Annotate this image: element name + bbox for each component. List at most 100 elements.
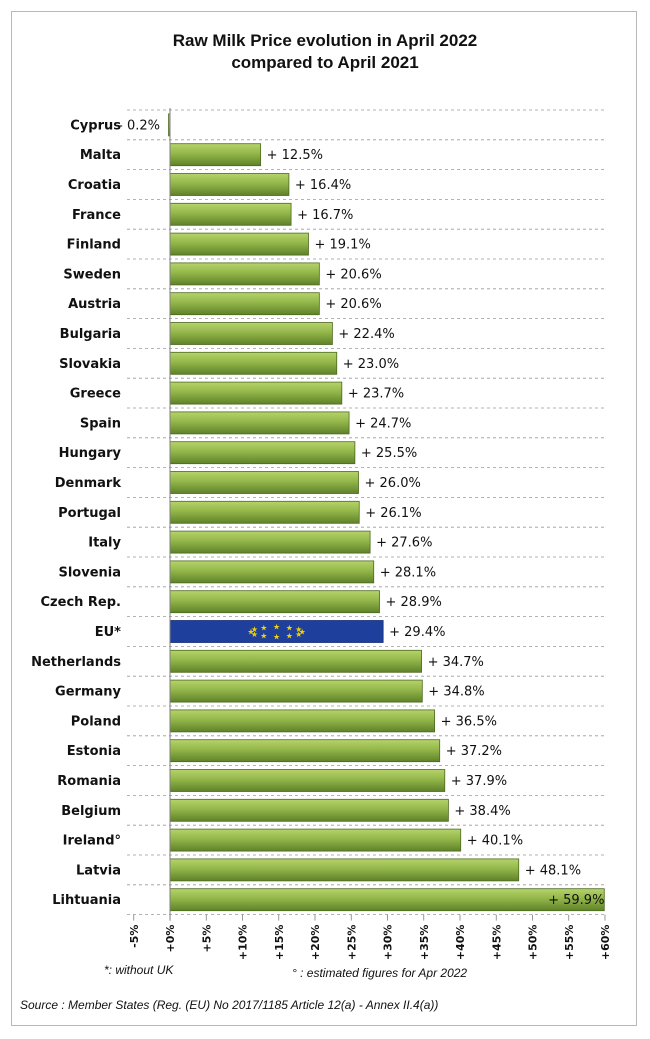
chart-title-line-1: Raw Milk Price evolution in April 2022 bbox=[172, 31, 478, 50]
value-label: + 25.5% bbox=[361, 446, 417, 461]
bar bbox=[169, 858, 520, 882]
bar bbox=[169, 679, 423, 703]
value-label: + 34.8% bbox=[428, 685, 484, 700]
category-label: Slovakia bbox=[59, 357, 121, 372]
chart-title-line-2: compared to April 2021 bbox=[231, 53, 419, 72]
value-label: + 28.9% bbox=[386, 595, 442, 610]
value-label: + 16.7% bbox=[297, 208, 353, 223]
value-label: + 23.0% bbox=[343, 357, 399, 372]
value-label: + 28.1% bbox=[380, 565, 436, 580]
category-label: Romania bbox=[57, 774, 121, 789]
category-label: EU* bbox=[95, 625, 121, 640]
bar bbox=[169, 411, 350, 435]
x-tick-label: +30% bbox=[382, 925, 395, 961]
footnote-without-uk: *: without UK bbox=[104, 963, 174, 977]
eu-star-icon: ★ bbox=[299, 628, 306, 637]
x-tick-label: -5% bbox=[128, 925, 141, 948]
value-label: + 48.1% bbox=[525, 863, 581, 878]
bar bbox=[169, 471, 359, 494]
x-tick-label: +35% bbox=[418, 925, 431, 961]
x-tick-label: +5% bbox=[200, 925, 213, 953]
x-tick-label: +25% bbox=[345, 925, 358, 961]
bar bbox=[169, 143, 262, 167]
x-tick-label: +0% bbox=[164, 925, 177, 953]
category-label: Latvia bbox=[76, 863, 121, 878]
category-label: Denmark bbox=[55, 476, 122, 491]
value-label: + 20.6% bbox=[325, 267, 381, 282]
value-label: + 16.4% bbox=[295, 178, 351, 193]
value-label: + 29.4% bbox=[389, 625, 445, 640]
bar bbox=[169, 351, 338, 375]
bar bbox=[169, 828, 462, 852]
eu-star-icon: ★ bbox=[273, 623, 280, 632]
value-label: + 12.5% bbox=[267, 148, 323, 163]
category-label: France bbox=[72, 208, 121, 223]
bar bbox=[169, 560, 375, 584]
value-label: + 37.2% bbox=[446, 744, 502, 759]
category-label: Croatia bbox=[68, 178, 121, 193]
x-tick-label: +15% bbox=[273, 925, 286, 961]
bar bbox=[169, 381, 343, 405]
bar bbox=[169, 322, 333, 345]
bar bbox=[169, 769, 446, 792]
value-label: - 0.2% bbox=[118, 118, 160, 133]
category-label: Finland bbox=[67, 238, 121, 253]
value-label: + 23.7% bbox=[348, 387, 404, 402]
bar bbox=[169, 262, 320, 286]
bar bbox=[169, 292, 320, 316]
value-label: + 59.9% bbox=[548, 893, 604, 908]
category-label: Austria bbox=[68, 297, 121, 312]
category-label: Netherlands bbox=[31, 655, 121, 670]
category-label: Belgium bbox=[61, 804, 121, 819]
category-label: Greece bbox=[70, 387, 121, 402]
category-label: Slovenia bbox=[58, 565, 121, 580]
eu-star-icon: ★ bbox=[260, 623, 267, 632]
bar bbox=[169, 530, 371, 554]
x-tick-label: +60% bbox=[599, 925, 612, 961]
category-label: Germany bbox=[55, 685, 121, 700]
eu-star-icon: ★ bbox=[247, 628, 254, 637]
footnote-estimated-figures: ° : estimated figures for Apr 2022 bbox=[292, 966, 468, 980]
value-label: + 34.7% bbox=[428, 655, 484, 670]
value-label: + 36.5% bbox=[441, 714, 497, 729]
bar bbox=[169, 441, 356, 465]
eu-star-icon: ★ bbox=[260, 632, 267, 641]
value-label: + 37.9% bbox=[451, 774, 507, 789]
bar bbox=[169, 649, 422, 673]
bar bbox=[169, 888, 605, 912]
bar bbox=[169, 590, 380, 614]
value-label: + 20.6% bbox=[325, 297, 381, 312]
eu-star-icon: ★ bbox=[251, 630, 258, 639]
category-label: Poland bbox=[71, 714, 121, 729]
eu-star-icon: ★ bbox=[286, 623, 293, 632]
x-tick-label: +40% bbox=[454, 925, 467, 961]
category-label: Lihtuania bbox=[52, 893, 121, 908]
value-label: + 26.1% bbox=[365, 506, 421, 521]
category-label: Malta bbox=[80, 148, 121, 163]
x-tick-label: +55% bbox=[563, 925, 576, 961]
bar bbox=[169, 709, 436, 733]
category-label: Cyprus bbox=[70, 118, 121, 133]
category-label: Portugal bbox=[58, 506, 121, 521]
category-label: Italy bbox=[88, 536, 121, 551]
value-label: + 24.7% bbox=[355, 416, 411, 431]
value-label: + 19.1% bbox=[314, 238, 370, 253]
value-label: + 27.6% bbox=[376, 536, 432, 551]
chart-title: Raw Milk Price evolution in April 2022 c… bbox=[0, 30, 650, 74]
value-label: + 22.4% bbox=[338, 327, 394, 342]
eu-star-icon: ★ bbox=[295, 625, 302, 634]
bar bbox=[169, 232, 309, 256]
x-tick-label: +50% bbox=[527, 925, 540, 961]
x-tick-label: +45% bbox=[490, 925, 503, 961]
category-label: Czech Rep. bbox=[41, 595, 121, 610]
bar bbox=[169, 500, 360, 524]
category-label: Sweden bbox=[63, 267, 121, 282]
category-label: Hungary bbox=[59, 446, 122, 461]
bar bbox=[169, 202, 292, 226]
eu-star-icon: ★ bbox=[295, 630, 302, 639]
category-label: Spain bbox=[80, 416, 121, 431]
value-label: + 40.1% bbox=[467, 834, 523, 849]
eu-star-icon: ★ bbox=[273, 632, 280, 641]
x-tick-label: +20% bbox=[309, 925, 322, 961]
